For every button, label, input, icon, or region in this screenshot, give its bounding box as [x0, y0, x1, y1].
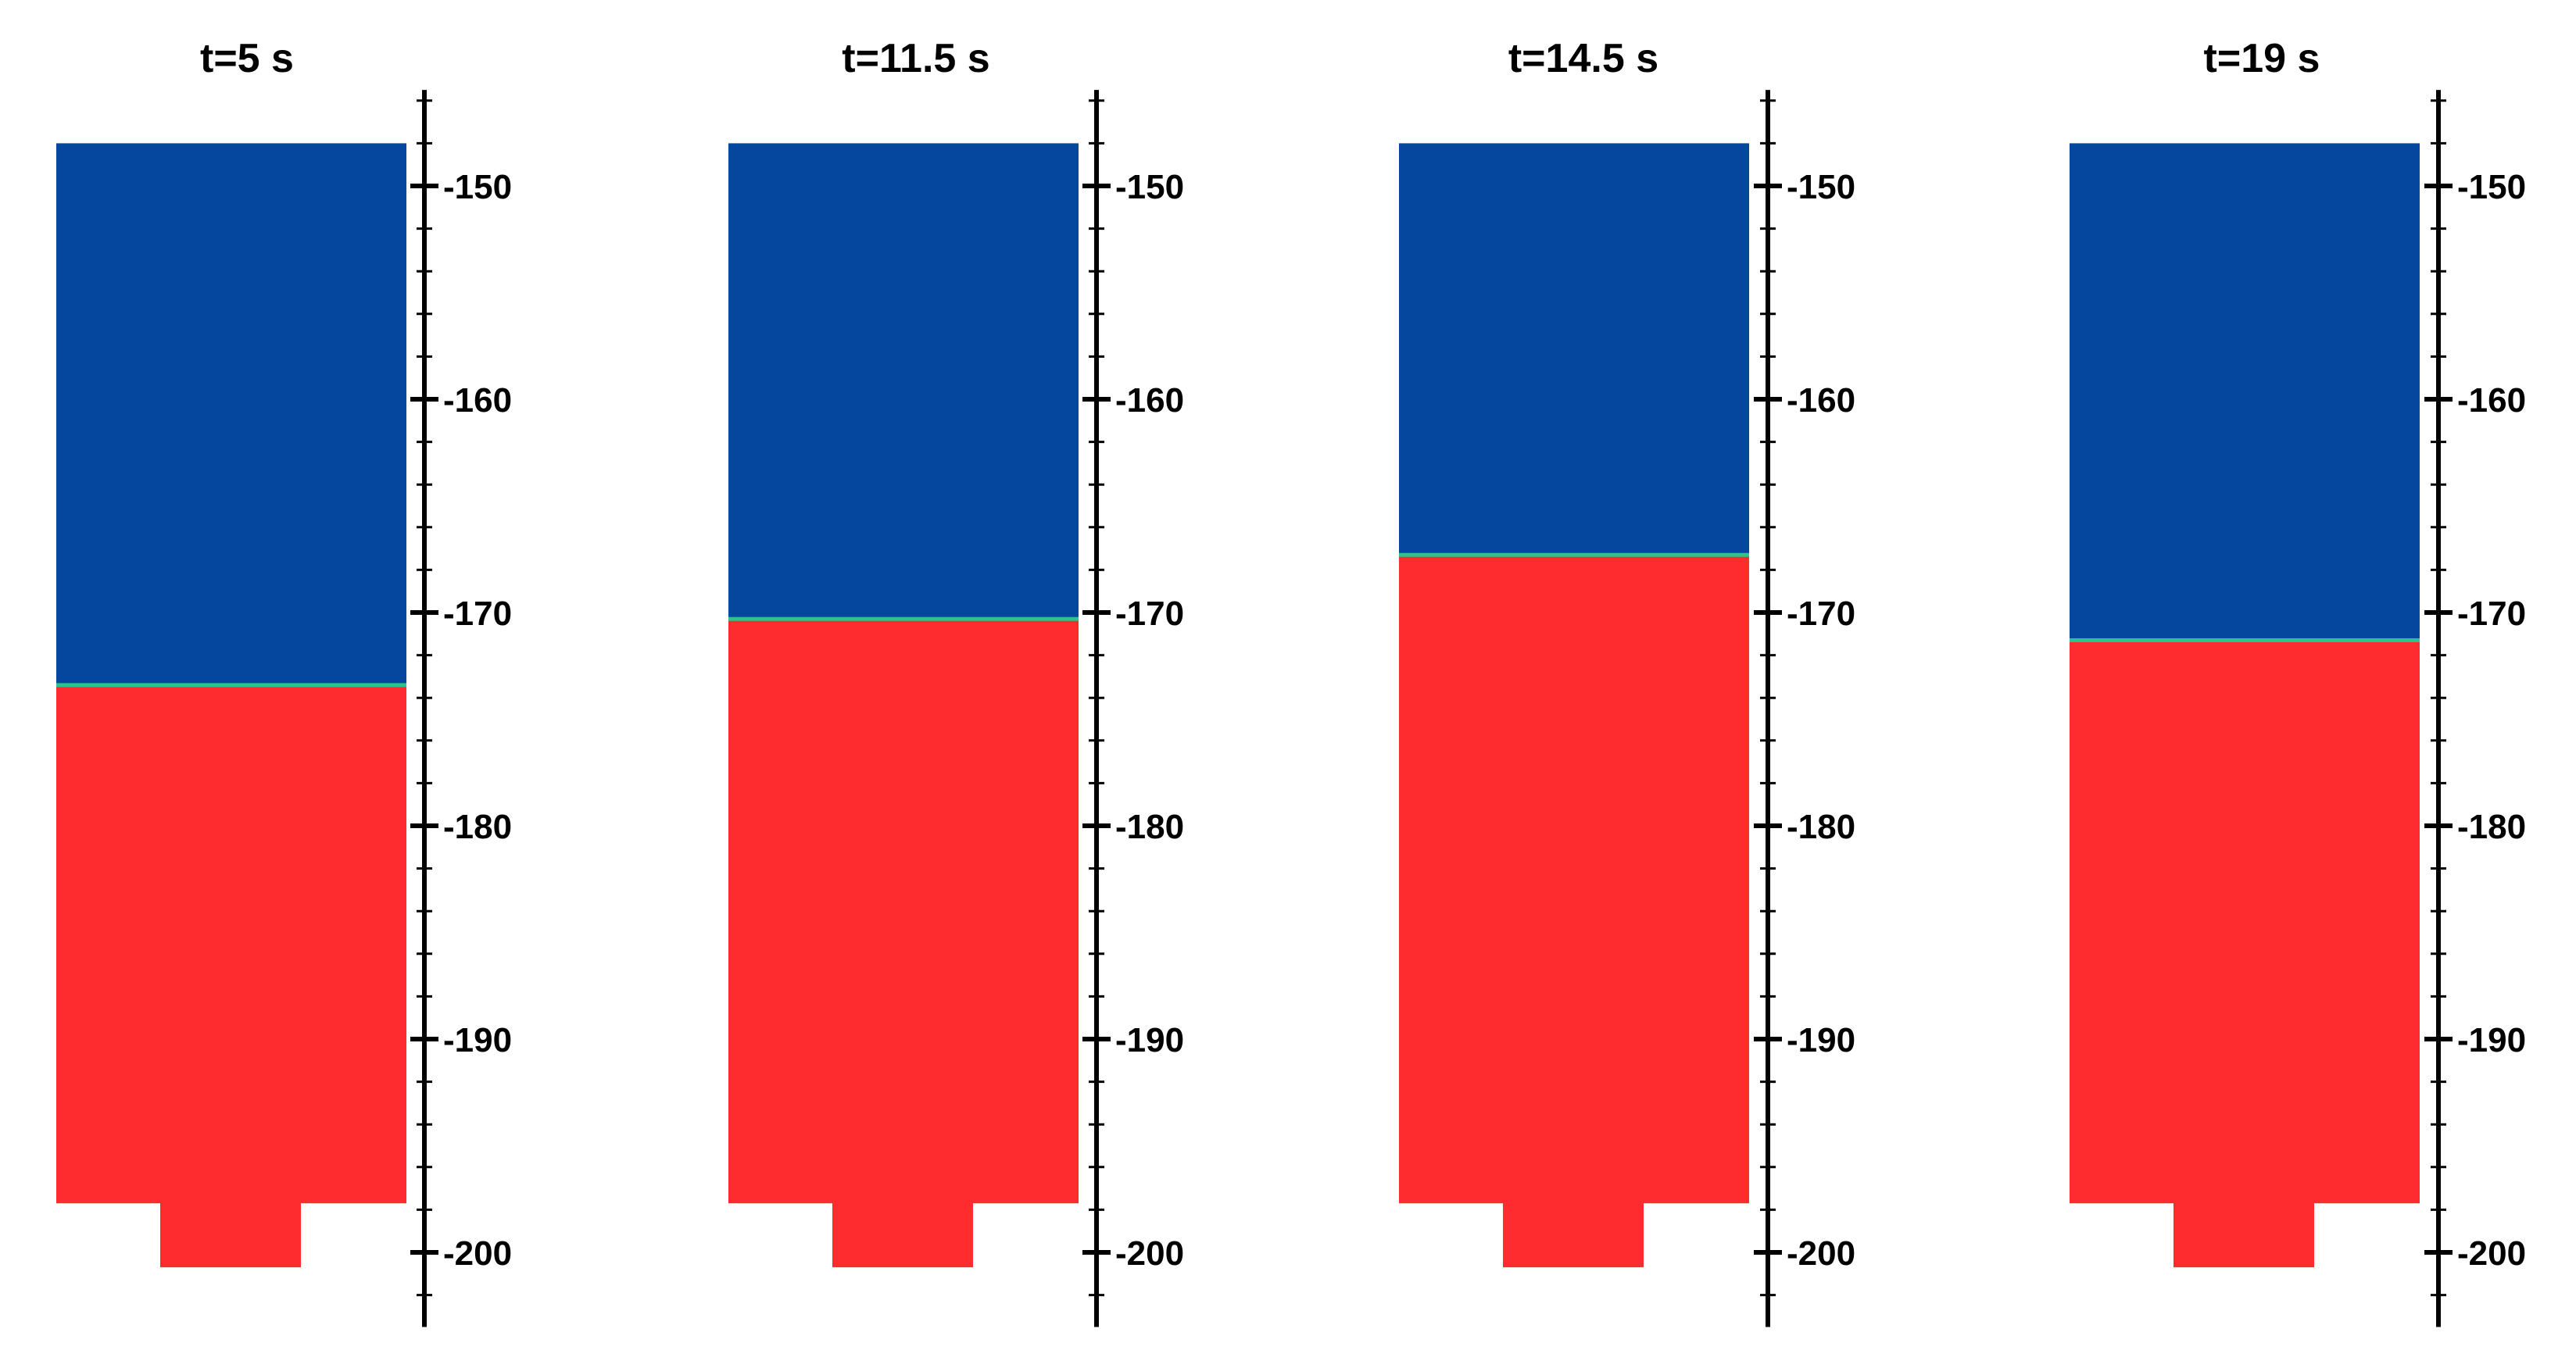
- lower-fluid-region: [728, 619, 1079, 1204]
- panel-title: t=11.5 s: [842, 36, 989, 81]
- outlet-region: [160, 1202, 301, 1268]
- axis-ticks: [1082, 99, 1111, 1297]
- lower-fluid-region: [2070, 640, 2420, 1204]
- axis-ticks: [1754, 99, 1782, 1297]
- tick-label: -170: [1115, 595, 1184, 633]
- tick-label: -160: [2457, 381, 2526, 420]
- tick-label: -150: [1115, 168, 1184, 206]
- panel-1: t=5 s -150 -160 -170 -180 -190 -200: [56, 36, 512, 1327]
- lower-fluid-region: [56, 684, 406, 1204]
- tick-label: -200: [1115, 1234, 1184, 1273]
- tick-label: -180: [1787, 808, 1855, 846]
- tick-label: -170: [443, 595, 512, 633]
- outlet-region: [1503, 1202, 1644, 1268]
- lower-fluid-region: [1399, 555, 1749, 1204]
- tick-label: -160: [443, 381, 512, 420]
- upper-fluid-region: [1399, 143, 1749, 555]
- tick-label: -190: [2457, 1021, 2526, 1059]
- tick-label: -170: [1787, 595, 1855, 633]
- panel-title: t=5 s: [200, 36, 294, 81]
- tick-label: -150: [2457, 168, 2526, 206]
- outlet-region: [832, 1202, 973, 1268]
- tick-label: -180: [443, 808, 512, 846]
- tick-label: -150: [443, 168, 512, 206]
- tick-label: -200: [443, 1234, 512, 1273]
- panel-4: t=19 s -150 -160 -170 -180 -190 -200: [2070, 36, 2526, 1327]
- tick-label: -170: [2457, 595, 2526, 633]
- tick-label: -190: [1787, 1021, 1855, 1059]
- panel-3: t=14.5 s -150 -160 -170 -180 -190 -200: [1399, 36, 1855, 1327]
- panel-title: t=14.5 s: [1508, 36, 1658, 81]
- tick-label: -200: [2457, 1234, 2526, 1273]
- panel-2: t=11.5 s -150 -160 -170 -180 -190 -200: [728, 36, 1184, 1327]
- tick-label: -180: [1115, 808, 1184, 846]
- upper-fluid-region: [2070, 143, 2420, 641]
- tick-label: -200: [1787, 1234, 1855, 1273]
- tick-label: -190: [1115, 1021, 1184, 1059]
- tick-label: -160: [1115, 381, 1184, 420]
- axis-ticks: [410, 99, 438, 1297]
- tick-label: -150: [1787, 168, 1855, 206]
- outlet-region: [2174, 1202, 2314, 1268]
- upper-fluid-region: [728, 143, 1079, 620]
- axis-ticks: [2424, 99, 2453, 1297]
- tick-label: -160: [1787, 381, 1855, 420]
- tick-label: -190: [443, 1021, 512, 1059]
- upper-fluid-region: [56, 143, 406, 685]
- panel-title: t=19 s: [2204, 36, 2320, 81]
- tick-label: -180: [2457, 808, 2526, 846]
